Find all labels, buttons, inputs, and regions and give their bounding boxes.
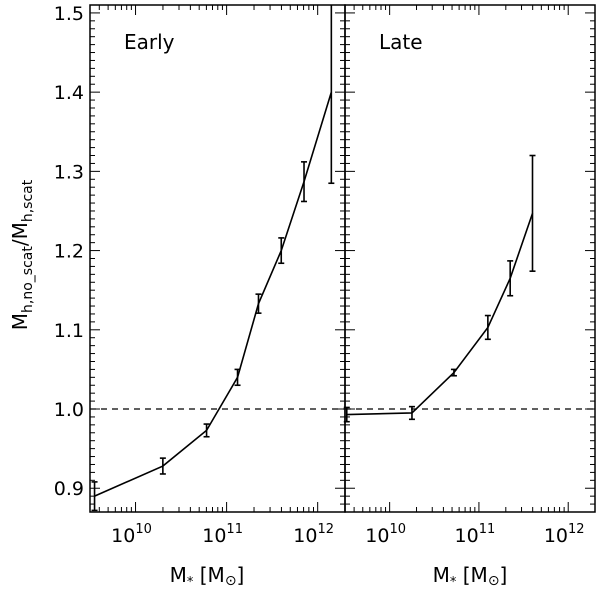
y-tick-label-1.1: 1.1 xyxy=(54,320,84,342)
y-tick-label-1.3: 1.3 xyxy=(54,161,84,183)
series-line-late xyxy=(346,213,534,416)
x-tick-label-12-late: 1012 xyxy=(544,522,585,547)
x-tick-label-11-late: 1011 xyxy=(455,522,496,547)
panel-label-late: Late xyxy=(379,30,423,54)
x-axis-label-unit-close-right: ] xyxy=(500,563,508,587)
x-axis-label-sub-right: * xyxy=(450,575,457,589)
x-axis-label-right: M* [M⊙] xyxy=(433,563,508,589)
y-tick-label-1.0: 1.0 xyxy=(54,399,84,421)
x-tick-label-10-early: 1010 xyxy=(111,522,152,547)
panel-frame-early xyxy=(89,4,346,513)
x-axis-label-unit-close-left: ] xyxy=(237,563,245,587)
y-axis-label-sep: /M xyxy=(8,222,32,246)
x-axis-label-unit-open-right: [M xyxy=(456,563,487,587)
y-axis-label-sub-den: h,scat xyxy=(20,179,36,222)
y-axis-label: Mh,no_scat/Mh,scat xyxy=(8,179,36,330)
x-tick-label-12-early: 1012 xyxy=(293,522,334,547)
y-axis-label-sub-num: h,no_scat xyxy=(20,246,36,313)
y-tick-label-1.5: 1.5 xyxy=(54,3,84,25)
panel-early: 0.9 1.0 1.1 1.2 1.3 1.4 1.5 1010 1011 1012 xyxy=(54,3,346,547)
panel-frame-late xyxy=(344,4,596,513)
x-axis-label-sub-left: * xyxy=(187,575,194,589)
series-line-early xyxy=(94,91,333,497)
x-axis-label-unit-open-left: [M xyxy=(193,563,224,587)
x-axis-label-left: M* [M⊙] xyxy=(170,563,245,589)
x-axis-label-main-left: M xyxy=(170,563,187,587)
y-tick-label-1.2: 1.2 xyxy=(54,241,84,263)
panel-label-early: Early xyxy=(124,30,175,54)
y-tick-label-1.4: 1.4 xyxy=(54,82,84,104)
x-axis-label-main-right: M xyxy=(433,563,450,587)
panel-late: 1010 1011 1012 xyxy=(343,4,596,547)
x-axis-label-unit-sym-right: ⊙ xyxy=(488,573,500,589)
x-tick-label-10-late: 1010 xyxy=(365,522,406,547)
x-tick-label-11-early: 1011 xyxy=(202,522,243,547)
y-axis-label-main: M xyxy=(8,313,32,330)
x-axis-label-unit-sym-left: ⊙ xyxy=(225,573,237,589)
y-tick-label-0.9: 0.9 xyxy=(54,478,84,500)
